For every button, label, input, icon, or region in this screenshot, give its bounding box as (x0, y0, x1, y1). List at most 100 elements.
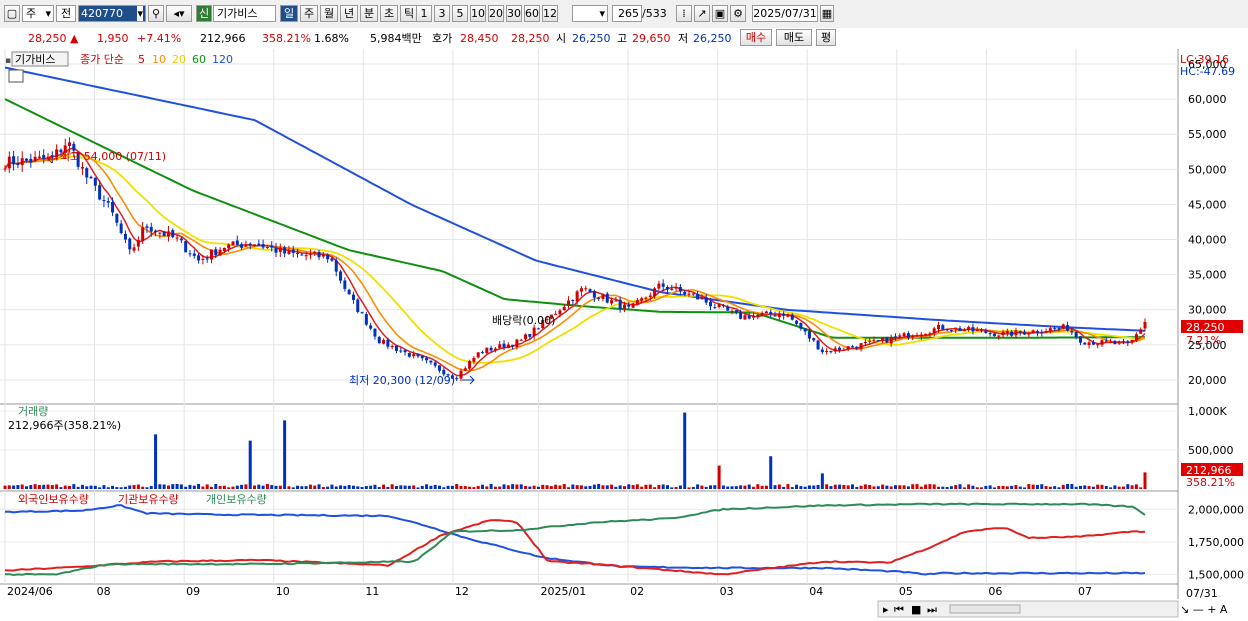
minute-tab-5[interactable]: 20 (488, 5, 504, 22)
minute-tab-1[interactable]: 1 (416, 5, 432, 22)
candle-body (235, 240, 239, 245)
candle-body (984, 330, 988, 333)
candle-body (760, 313, 764, 316)
period-tab-1[interactable]: 일 (280, 5, 298, 22)
legend-ma120: 120 (212, 53, 233, 66)
period-tab-2[interactable]: 주 (300, 5, 318, 22)
volume-bar (614, 486, 618, 489)
volume-bar (283, 420, 287, 489)
candle-body (945, 329, 949, 331)
volume-bar (1023, 487, 1027, 489)
candle-body (653, 288, 657, 297)
window-menu-icon[interactable]: ▢ (4, 5, 20, 22)
candle-body (1083, 342, 1087, 345)
volume-bar (859, 485, 863, 489)
minute-tab-4[interactable]: 10 (470, 5, 486, 22)
candle-body (967, 326, 971, 330)
candle-body (394, 345, 398, 351)
save-icon[interactable]: ▣ (712, 5, 728, 22)
stock-name-field[interactable]: 기가비스 (213, 5, 276, 22)
volume-bar (106, 487, 110, 489)
candle-body (175, 237, 179, 239)
volume-bar (1078, 485, 1082, 489)
code-input[interactable]: 420770 ▾ (78, 5, 146, 22)
volume-bar (468, 486, 472, 489)
candle-body (308, 253, 312, 255)
chart-settings-icon[interactable] (8, 69, 24, 83)
sell-button[interactable]: 매도 (776, 29, 812, 46)
volume-value: 212,966 (200, 32, 246, 45)
candle-body (640, 298, 644, 301)
candle-body (416, 354, 420, 357)
candle-body (1074, 331, 1078, 337)
candle-body (1018, 331, 1022, 333)
volume-bar (227, 487, 231, 489)
candle-body (296, 252, 300, 254)
candle-body (816, 340, 820, 350)
candle-body (674, 287, 678, 289)
volume-bar (472, 487, 476, 489)
low-label: 저 (678, 32, 689, 45)
candle-body (201, 258, 205, 260)
buy-button[interactable]: 매수 (740, 29, 772, 46)
candle-body (610, 300, 614, 304)
candle-body (274, 247, 278, 253)
volume-bar (459, 485, 463, 489)
market-select[interactable]: 주 ▾ (22, 5, 54, 22)
scroll-track[interactable] (949, 604, 1021, 614)
lines-icon[interactable]: ⁞ (676, 5, 692, 22)
stock-chart[interactable]: 2024/06 08 09 10 11 12 2025/01 02 03 04 05 06 07 20,0… (0, 49, 1248, 621)
ma60-line (4, 98, 1145, 339)
rewind-icon[interactable]: ⏮ (894, 603, 904, 616)
period-tab-5[interactable]: 분 (360, 5, 378, 22)
period-tab-3[interactable]: 월 (320, 5, 338, 22)
candle-body (16, 163, 20, 165)
zoom-controls[interactable]: ↘ — + A (1180, 603, 1228, 616)
candle-body (184, 241, 188, 253)
volume-bar (528, 486, 532, 489)
interval-select[interactable]: ▾ (572, 5, 608, 22)
sound-icon[interactable]: ◂▾ (166, 5, 192, 22)
volume-bar (399, 485, 403, 489)
minute-tab-2[interactable]: 3 (434, 5, 450, 22)
candle-body (997, 335, 1001, 337)
period-tab-6[interactable]: 초 (380, 5, 398, 22)
volume-bar (209, 486, 213, 489)
holding-institution-label: 기관보유수량 (118, 493, 179, 506)
eval-button[interactable]: 평 (816, 29, 836, 46)
candle-body (614, 300, 618, 302)
candle-body (46, 156, 50, 159)
minute-tab-8[interactable]: 120 (542, 5, 558, 22)
scroll-right-icon[interactable]: ▸ (883, 603, 889, 616)
volume-bar (691, 486, 695, 489)
minute-tab-7[interactable]: 60 (524, 5, 540, 22)
volume-bar (343, 485, 347, 489)
gear-icon[interactable]: ⚙ (730, 5, 746, 22)
minute-tab-6[interactable]: 30 (506, 5, 522, 22)
candle-body (209, 249, 213, 260)
date-input[interactable]: 2025/07/31 (752, 5, 818, 22)
draw-icon[interactable]: ↗ (694, 5, 710, 22)
stop-icon[interactable]: ■ (911, 603, 921, 616)
total-value: /533 (642, 7, 667, 20)
candle-body (231, 241, 235, 246)
period-tab-4[interactable]: 년 (340, 5, 358, 22)
candle-body (1130, 339, 1134, 343)
candle-body (12, 156, 16, 165)
count-input[interactable]: 265 (612, 5, 642, 22)
minute-tab-3[interactable]: 5 (452, 5, 468, 22)
period-tab-7[interactable]: 틱 (400, 5, 418, 22)
candle-body (102, 200, 106, 202)
calendar-icon[interactable]: ▦ (820, 5, 834, 22)
candle-body (988, 333, 992, 335)
scope-select[interactable]: 전 (56, 5, 76, 22)
candle-body (1113, 340, 1117, 345)
forward-icon[interactable]: ⏭ (927, 603, 937, 616)
legend-toggle-icon[interactable]: ▪ (5, 56, 11, 66)
volume-bar (674, 486, 678, 489)
volume-bar (975, 487, 979, 489)
search-icon[interactable]: ⚲ (148, 5, 164, 22)
volume-bar (390, 484, 394, 489)
x-tick-label: 05 (899, 585, 913, 598)
volume-bar (339, 485, 343, 489)
